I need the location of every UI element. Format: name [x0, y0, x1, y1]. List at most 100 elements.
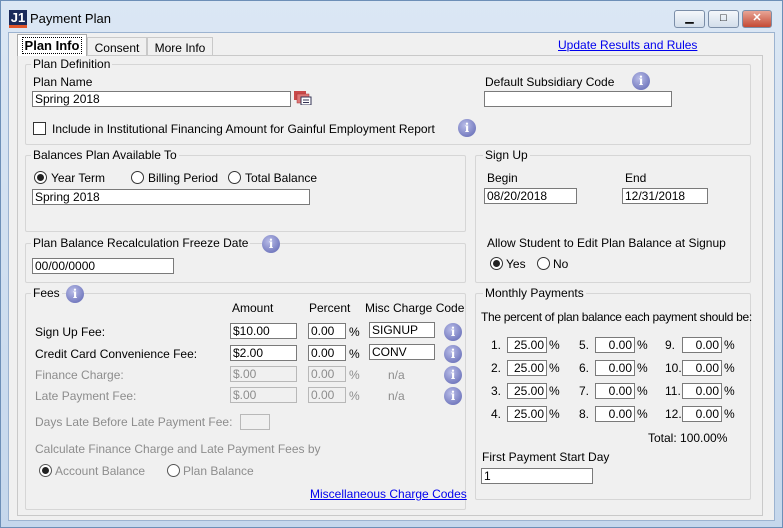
close-button[interactable]: ✕ — [742, 10, 772, 28]
payment-number: 1. — [491, 338, 502, 352]
percent-sign: % — [724, 407, 735, 421]
radio-no[interactable] — [537, 257, 550, 270]
balances-group — [25, 155, 466, 232]
fee-amount-input[interactable]: $.00 — [230, 366, 297, 382]
update-results-link[interactable]: Update Results and Rules — [558, 38, 698, 52]
monthly-payments-group — [475, 293, 751, 500]
tab-panel — [17, 55, 763, 516]
fee-percent-input[interactable]: 0.00 — [308, 323, 346, 339]
maximize-button[interactable]: □ — [708, 10, 739, 28]
radio-label: No — [553, 257, 569, 271]
tab-consent[interactable]: Consent — [87, 37, 147, 56]
payment-percent-input[interactable]: 0.00 — [682, 406, 722, 422]
plan-name-input[interactable]: Spring 2018 — [32, 91, 291, 107]
fee-amount-input[interactable]: $.00 — [230, 387, 297, 403]
radio-yes[interactable] — [490, 257, 503, 270]
lookup-icon[interactable] — [294, 91, 312, 105]
info-icon[interactable]: i — [444, 323, 462, 341]
payment-percent-input[interactable]: 0.00 — [682, 383, 722, 399]
term-input[interactable]: Spring 2018 — [32, 189, 310, 205]
info-icon[interactable]: i — [458, 119, 476, 137]
payment-number: 7. — [579, 384, 590, 398]
payment-number: 9. — [665, 338, 676, 352]
misc-code-input[interactable]: SIGNUP — [369, 322, 435, 338]
fee-label: Finance Charge: — [35, 368, 124, 382]
payment-number: 3. — [491, 384, 502, 398]
group-label: Balances Plan Available To — [31, 148, 179, 162]
payment-number: 10. — [665, 361, 682, 375]
payment-number: 6. — [579, 361, 590, 375]
subsidiary-code-input[interactable] — [484, 91, 672, 107]
info-icon[interactable]: i — [66, 285, 84, 303]
radio-label: Year Term — [51, 171, 106, 185]
amount-header: Amount — [232, 301, 274, 315]
plan-name-label: Plan Name — [33, 75, 93, 89]
misc-code-na: n/a — [388, 389, 405, 403]
radio-billing-period[interactable] — [131, 171, 144, 184]
payment-percent-input[interactable]: 25.00 — [507, 337, 547, 353]
radio-label: Plan Balance — [183, 464, 254, 478]
window-title: Payment Plan — [30, 11, 111, 26]
gainful-employment-checkbox[interactable] — [33, 122, 46, 135]
percent-sign: % — [549, 384, 560, 398]
percent-sign: % — [549, 338, 560, 352]
percent-sign: % — [637, 338, 648, 352]
fee-label: Late Payment Fee: — [35, 389, 137, 403]
freeze-date-input[interactable]: 00/00/0000 — [32, 258, 174, 274]
first-day-label: First Payment Start Day — [482, 450, 610, 464]
payment-percent-input[interactable]: 25.00 — [507, 360, 547, 376]
gainful-employment-label: Include in Institutional Financing Amoun… — [52, 122, 435, 136]
payment-percent-input[interactable]: 0.00 — [682, 337, 722, 353]
radio-account-balance[interactable] — [39, 464, 52, 477]
fee-label: Credit Card Convenience Fee: — [35, 347, 198, 361]
payment-number: 12. — [665, 407, 682, 421]
misc-charge-codes-link[interactable]: Miscellaneous Charge Codes — [310, 487, 467, 501]
group-label: Monthly Payments — [483, 286, 586, 300]
fee-amount-input[interactable]: $10.00 — [230, 323, 297, 339]
payment-percent-input[interactable]: 0.00 — [595, 360, 635, 376]
first-day-input[interactable]: 1 — [481, 468, 593, 484]
payment-percent-input[interactable]: 25.00 — [507, 383, 547, 399]
tab-more-info[interactable]: More Info — [147, 37, 213, 56]
percent-sign: % — [349, 368, 360, 382]
fee-amount-input[interactable]: $2.00 — [230, 345, 297, 361]
fees-group — [25, 293, 466, 510]
fee-percent-input[interactable]: 0.00 — [308, 387, 346, 403]
radio-label: Billing Period — [148, 171, 219, 185]
info-icon[interactable]: i — [444, 387, 462, 405]
radio-year-term[interactable] — [34, 171, 47, 184]
fee-percent-input[interactable]: 0.00 — [308, 366, 346, 382]
tab-plan-info[interactable]: Plan Info — [17, 34, 87, 56]
radio-plan-balance[interactable] — [167, 464, 180, 477]
end-label: End — [625, 171, 647, 185]
radio-label: Yes — [506, 257, 526, 271]
radio-label: Account Balance — [55, 464, 146, 478]
payment-percent-input[interactable]: 0.00 — [595, 383, 635, 399]
payment-percent-input[interactable]: 0.00 — [682, 360, 722, 376]
plan-definition-group — [25, 64, 751, 145]
fee-percent-input[interactable]: 0.00 — [308, 345, 346, 361]
end-date-input[interactable]: 12/31/2018 — [622, 188, 708, 204]
payment-percent-input[interactable]: 25.00 — [507, 406, 547, 422]
info-icon[interactable]: i — [444, 366, 462, 384]
info-icon[interactable]: i — [632, 72, 650, 90]
misc-code-na: n/a — [388, 368, 405, 382]
info-icon[interactable]: i — [444, 345, 462, 363]
subsidiary-code-label: Default Subsidiary Code — [485, 75, 615, 89]
payment-percent-input[interactable]: 0.00 — [595, 337, 635, 353]
radio-total-balance[interactable] — [228, 171, 241, 184]
misc-code-input[interactable]: CONV — [369, 344, 435, 360]
info-icon[interactable]: i — [262, 235, 280, 253]
minimize-button[interactable]: ▁ — [674, 10, 705, 28]
percent-sign: % — [549, 361, 560, 375]
percent-header: Percent — [309, 301, 351, 315]
days-late-input[interactable] — [240, 414, 270, 430]
percent-sign: % — [637, 361, 648, 375]
begin-date-input[interactable]: 08/20/2018 — [484, 188, 577, 204]
signup-group — [475, 155, 751, 283]
group-label: Plan Balance Recalculation Freeze Date — [31, 236, 251, 250]
payment-percent-input[interactable]: 0.00 — [595, 406, 635, 422]
radio-label: Total Balance — [245, 171, 318, 185]
code-header: Misc Charge Code — [365, 301, 465, 315]
group-label: Fees — [31, 286, 62, 300]
